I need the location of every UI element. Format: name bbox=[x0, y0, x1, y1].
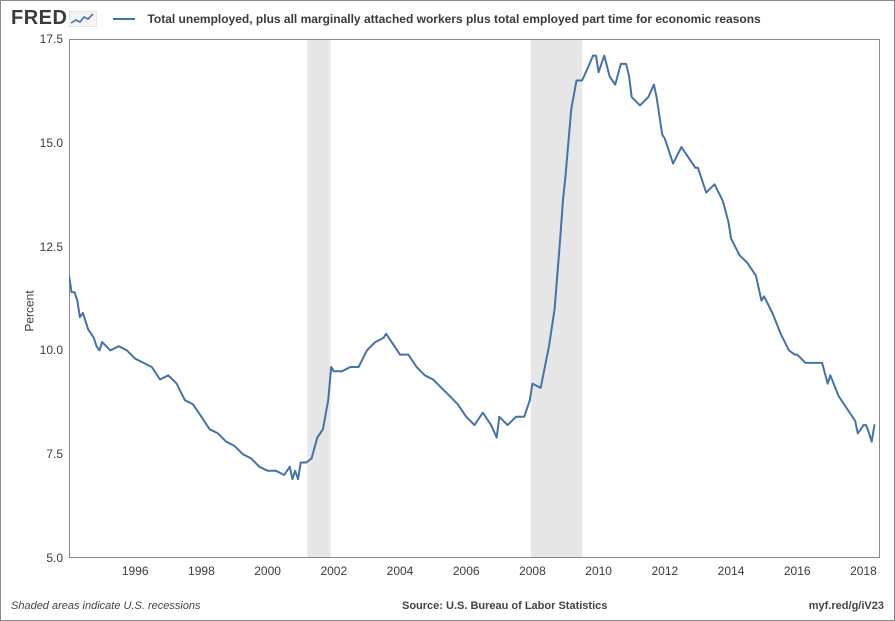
x-tick-label: 2000 bbox=[254, 558, 281, 578]
chart-area: Percent 5.07.510.012.515.017.51996199820… bbox=[11, 35, 884, 586]
x-tick-label: 1996 bbox=[122, 558, 149, 578]
fred-logo-text: FRED bbox=[11, 7, 67, 30]
x-tick-label: 2004 bbox=[387, 558, 414, 578]
legend-swatch bbox=[113, 18, 135, 20]
y-axis-label: Percent bbox=[23, 290, 37, 331]
x-tick-label: 2006 bbox=[453, 558, 480, 578]
x-tick-label: 2012 bbox=[651, 558, 678, 578]
chart-header: FRED Total unemployed, plus all marginal… bbox=[1, 1, 894, 34]
y-tick-label: 5.0 bbox=[46, 551, 69, 565]
y-tick-label: 17.5 bbox=[40, 32, 69, 46]
recession-note: Shaded areas indicate U.S. recessions bbox=[11, 600, 201, 612]
y-tick-label: 15.0 bbox=[40, 136, 69, 150]
plot-region: 5.07.510.012.515.017.5199619982000200220… bbox=[69, 39, 880, 558]
chart-footer: Shaded areas indicate U.S. recessions So… bbox=[11, 600, 884, 612]
x-tick-label: 1998 bbox=[188, 558, 215, 578]
fred-logo-icon bbox=[69, 11, 97, 27]
x-tick-label: 2002 bbox=[320, 558, 347, 578]
short-link: myf.red/g/iV23 bbox=[809, 600, 884, 612]
y-tick-label: 7.5 bbox=[46, 447, 69, 461]
x-tick-label: 2014 bbox=[718, 558, 745, 578]
legend-label: Total unemployed, plus all marginally at… bbox=[147, 12, 760, 26]
chart-svg bbox=[69, 39, 880, 558]
x-tick-label: 2010 bbox=[585, 558, 612, 578]
fred-logo: FRED bbox=[11, 7, 97, 30]
recession-band bbox=[307, 39, 330, 558]
y-tick-label: 12.5 bbox=[40, 240, 69, 254]
x-tick-label: 2008 bbox=[519, 558, 546, 578]
x-tick-label: 2018 bbox=[850, 558, 877, 578]
y-tick-label: 10.0 bbox=[40, 343, 69, 357]
x-tick-label: 2016 bbox=[784, 558, 811, 578]
source-label: Source: U.S. Bureau of Labor Statistics bbox=[402, 600, 607, 612]
